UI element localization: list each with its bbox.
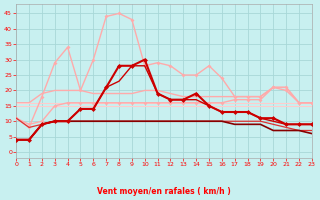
X-axis label: Vent moyen/en rafales ( km/h ): Vent moyen/en rafales ( km/h ) — [97, 187, 231, 196]
